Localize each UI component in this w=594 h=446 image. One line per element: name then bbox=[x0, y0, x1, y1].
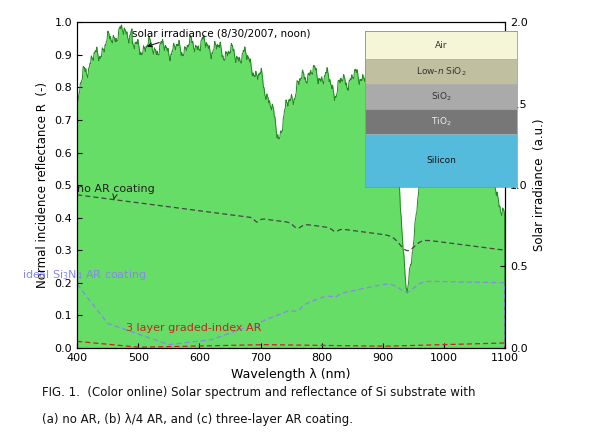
Text: ideal Si$_3$N$_4$ AR coating: ideal Si$_3$N$_4$ AR coating bbox=[22, 268, 147, 282]
Bar bbox=[365, 134, 517, 187]
Text: solar irradiance (8/30/2007, noon): solar irradiance (8/30/2007, noon) bbox=[132, 29, 311, 47]
Y-axis label: Normal incidence reflectance R  (-): Normal incidence reflectance R (-) bbox=[36, 82, 49, 288]
Text: FIG. 1.  (Color online) Solar spectrum and reflectance of Si substrate with: FIG. 1. (Color online) Solar spectrum an… bbox=[42, 386, 475, 399]
Bar bbox=[365, 84, 517, 109]
Text: Low-$n$ SiO$_2$: Low-$n$ SiO$_2$ bbox=[416, 66, 466, 78]
Text: TiO$_2$: TiO$_2$ bbox=[431, 116, 451, 128]
Bar bbox=[365, 31, 517, 59]
Text: SiO$_2$: SiO$_2$ bbox=[431, 91, 451, 103]
X-axis label: Wavelength λ (nm): Wavelength λ (nm) bbox=[231, 368, 351, 381]
Text: 3 layer graded-index AR: 3 layer graded-index AR bbox=[126, 323, 261, 333]
Bar bbox=[365, 109, 517, 134]
Text: no AR coating: no AR coating bbox=[77, 184, 155, 199]
Bar bbox=[365, 59, 517, 84]
Text: (a) no AR, (b) λ/4 AR, and (c) three-layer AR coating.: (a) no AR, (b) λ/4 AR, and (c) three-lay… bbox=[42, 413, 353, 425]
Text: Air: Air bbox=[435, 41, 447, 50]
Y-axis label: Solar irradiance  (a.u.): Solar irradiance (a.u.) bbox=[533, 119, 546, 252]
Text: Silicon: Silicon bbox=[426, 156, 456, 165]
